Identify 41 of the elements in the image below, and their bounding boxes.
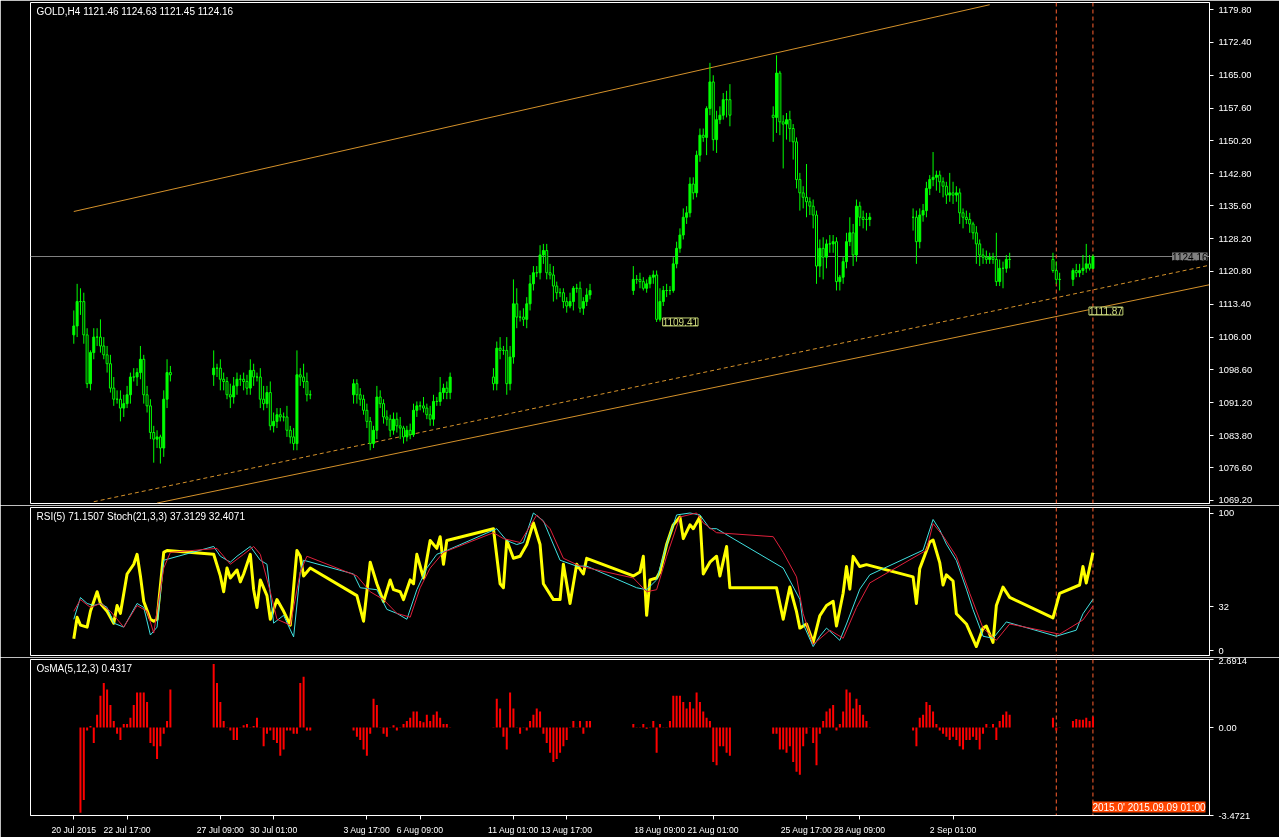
y-tick-label: 1106.00 — [1218, 332, 1252, 343]
annotation: 1109.41 — [662, 316, 699, 328]
y-tick-label: 0.00 — [1218, 722, 1237, 733]
y-tick-label: 32 — [1218, 601, 1229, 612]
y-tick-label: 1076.60 — [1218, 462, 1253, 473]
y-tick-label: 1165.00 — [1218, 70, 1252, 81]
x-tick-label: 27 Jul 09:00 — [196, 824, 245, 835]
x-tick-label: 22 Jul 17:00 — [103, 824, 151, 835]
y-tick-label: -3.4721 — [1218, 810, 1251, 821]
y-tick-label: 1128.20 — [1218, 233, 1252, 244]
x-tick-label: 11 Aug 01:00 — [487, 824, 539, 835]
chart-title: RSI(5) 71.1507 Stoch(21,3,3) 37.3129 32.4071 — [36, 510, 246, 522]
x-tick-label: 28 Aug 09:00 — [834, 824, 886, 835]
chart-title: OsMA(5,12,3) 0.4317 — [36, 662, 133, 674]
y-tick-label: 2.6914 — [1218, 655, 1248, 666]
y-tick-label: 1135.60 — [1218, 200, 1252, 211]
y-tick-label: 1142.80 — [1218, 168, 1252, 179]
x-tick-label: 13 Aug 17:00 — [540, 824, 593, 835]
y-tick-label: 1157.60 — [1218, 103, 1252, 114]
y-tick-label: 1069.20 — [1218, 495, 1253, 506]
y-tick-label: 1179.80 — [1218, 4, 1252, 15]
y-tick-label: 1083.80 — [1218, 430, 1253, 441]
x-tick-label: 30 Jul 01:00 — [250, 824, 298, 835]
x-tick-label: 2 Sep 01:00 — [929, 824, 977, 835]
y-tick-label: 100 — [1218, 508, 1235, 519]
ref-line-label: 1124.16 — [1172, 251, 1208, 263]
y-tick-label: 1113.40 — [1218, 299, 1251, 310]
x-tick-label: 21 Aug 01:00 — [687, 824, 739, 835]
chart-title: GOLD,H4 1121.46 1124.63 1121.45 1124.16 — [36, 5, 234, 17]
x-tick-label: 20 Jul 2015 — [51, 824, 97, 835]
y-tick-label: 1098.60 — [1218, 364, 1253, 375]
y-tick-label: 1172.40 — [1218, 37, 1252, 48]
x-tick-label: 3 Aug 17:00 — [343, 824, 390, 835]
y-tick-label: 1091.20 — [1218, 397, 1253, 408]
x-tick-label: 25 Aug 17:00 — [780, 824, 832, 835]
y-tick-label: 0 — [1218, 645, 1224, 656]
y-tick-label: 1150.20 — [1218, 135, 1252, 146]
annotation: 2015.0' 2015.09.09 01:00 — [1092, 801, 1206, 813]
x-tick-label: 18 Aug 09:00 — [634, 824, 686, 835]
x-tick-label: 6 Aug 09:00 — [396, 824, 444, 835]
y-tick-label: 1120.80 — [1218, 266, 1252, 277]
